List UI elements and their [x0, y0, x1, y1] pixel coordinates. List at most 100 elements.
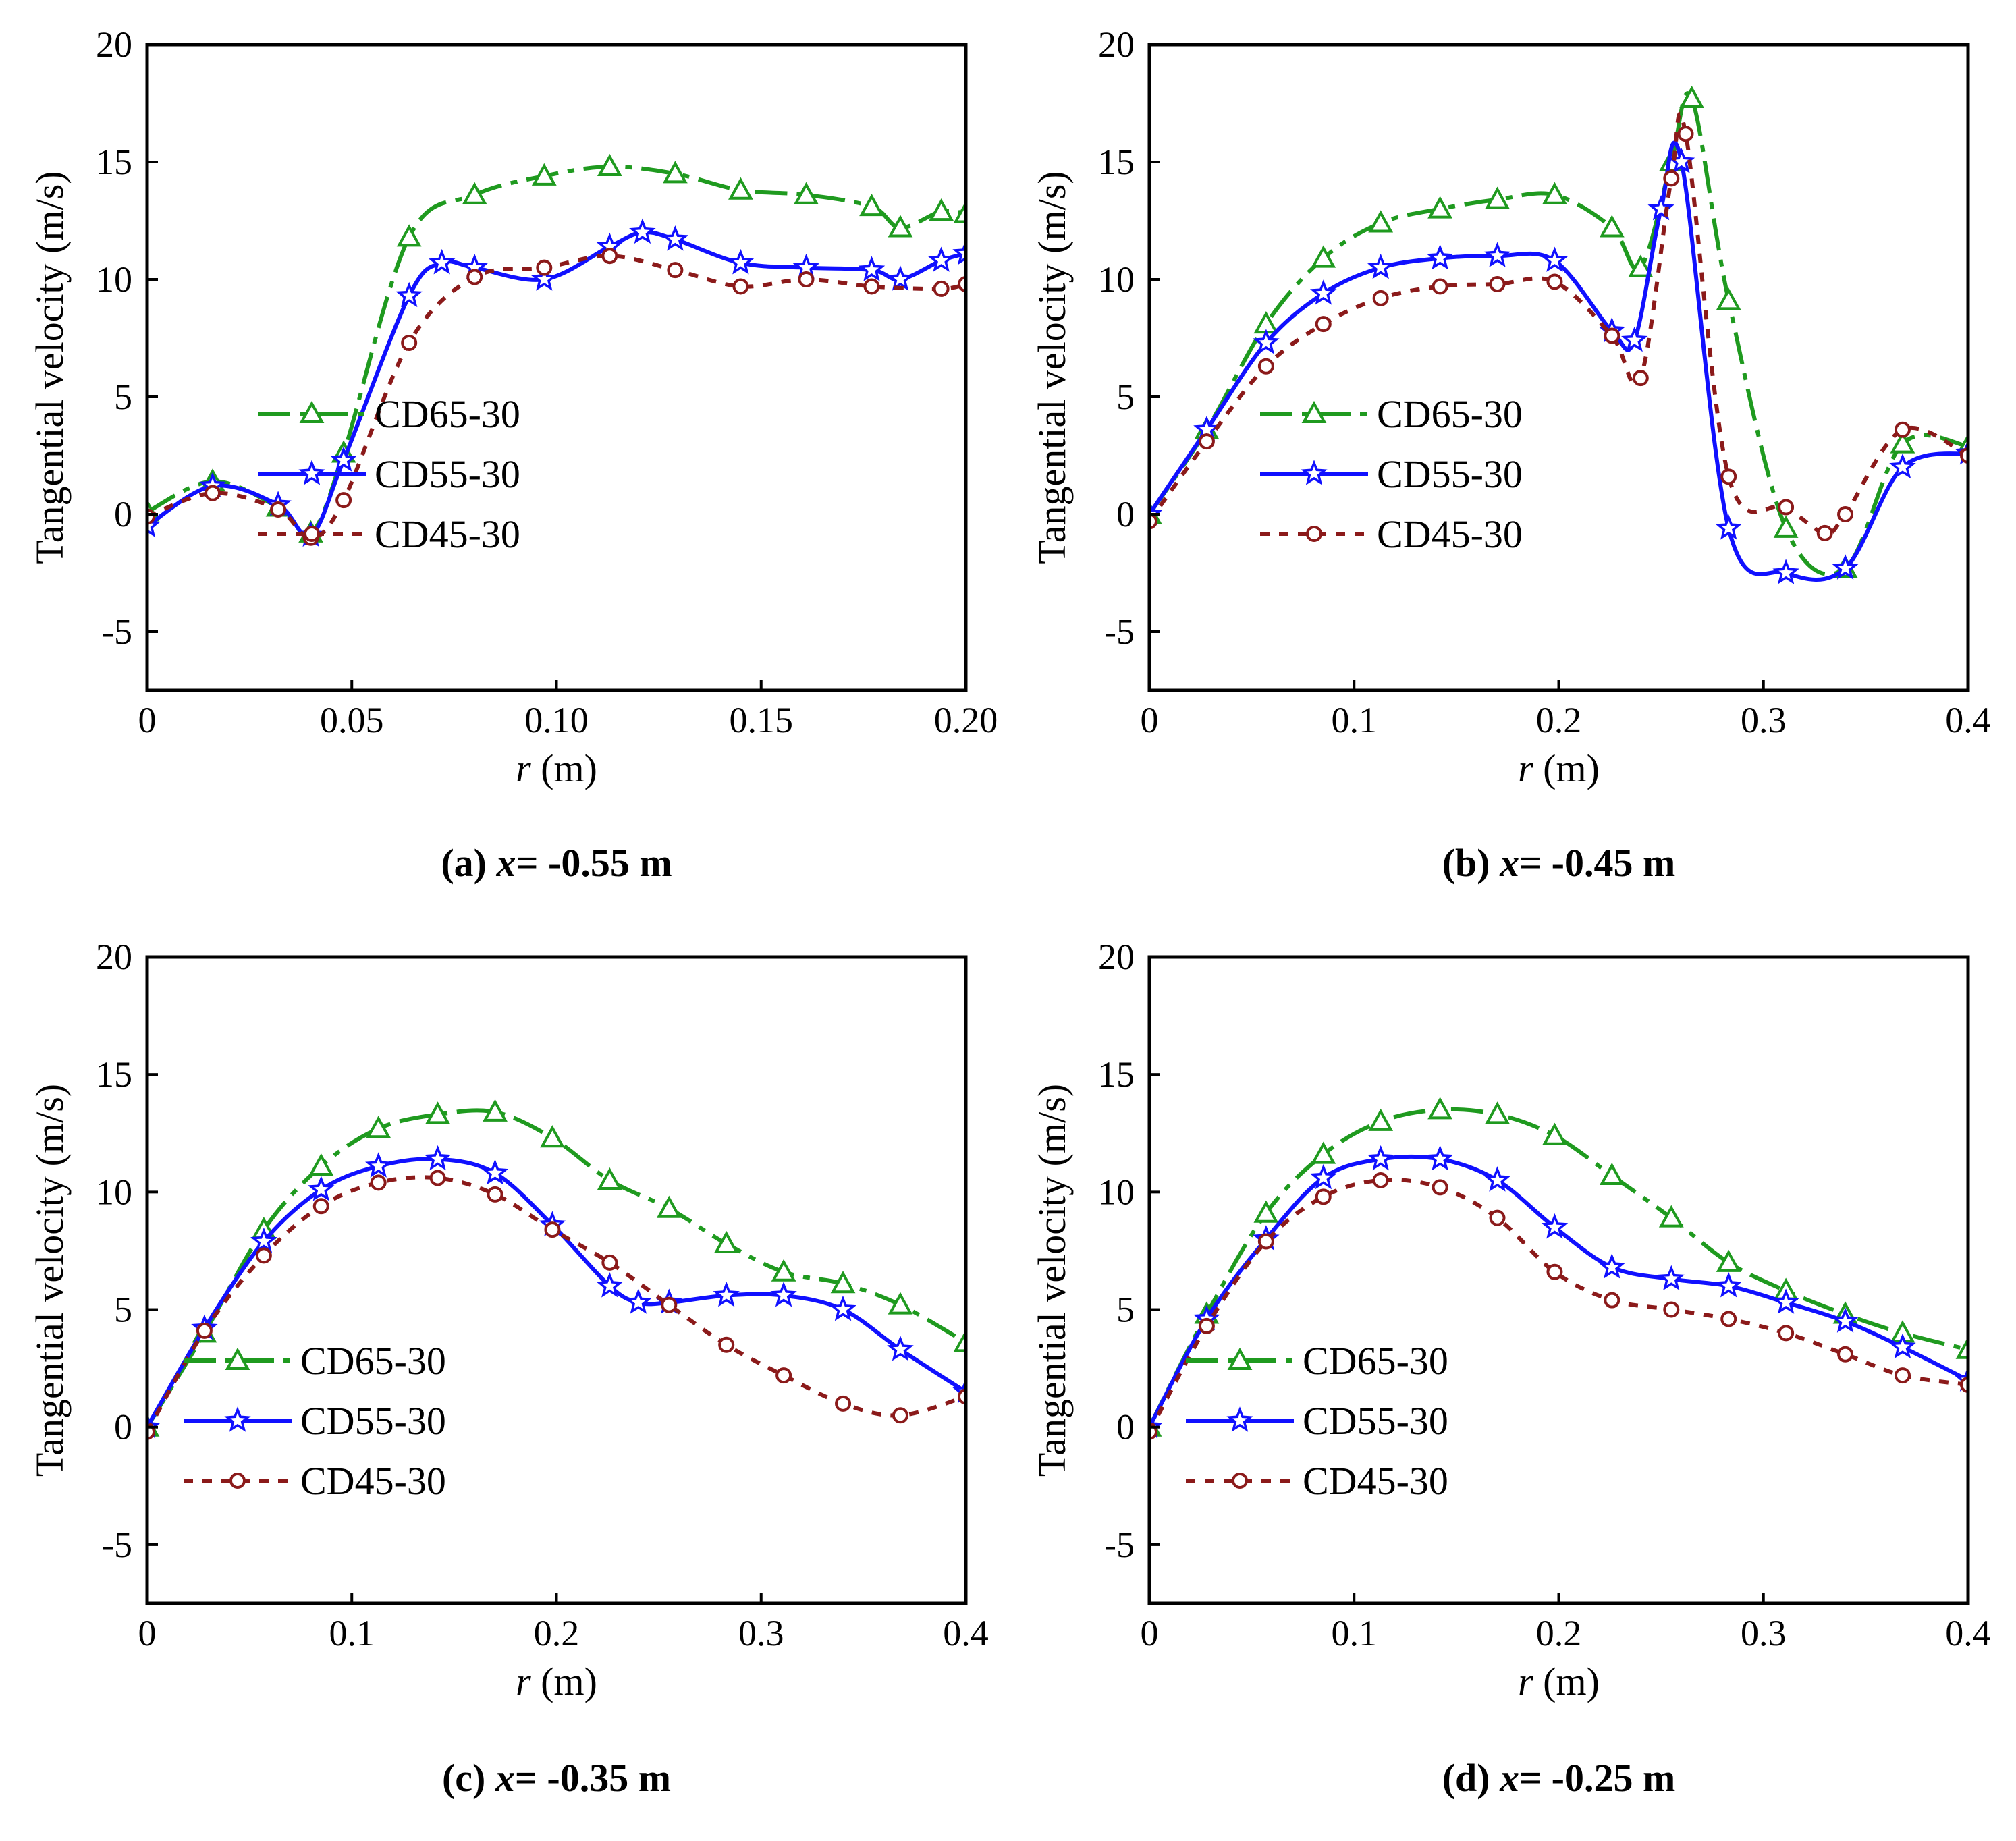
data-point-cd55-30: [250, 1227, 277, 1253]
y-tick-label: -5: [1104, 1524, 1135, 1565]
legend-label-cd65-30: CD65-30: [1303, 1339, 1448, 1383]
data-point-cd65-30: [1628, 254, 1654, 277]
data-point-cd45-30: [1778, 1325, 1795, 1342]
series-line-cd55-30: [147, 230, 966, 539]
data-point-cd55-30: [887, 265, 914, 291]
data-point-cd65-30: [1773, 515, 1799, 538]
data-point-cd45-30: [1837, 506, 1854, 522]
data-point-cd45-30: [1778, 499, 1795, 516]
data-point-cd65-30: [888, 1292, 913, 1315]
data-point-cd65-30: [1542, 1122, 1567, 1145]
x-axis-label: r (m): [1518, 1659, 1600, 1703]
y-tick-label: 15: [96, 142, 132, 182]
data-point-cd45-30: [1546, 273, 1563, 290]
legend-marker-cd45-30: [1232, 1473, 1248, 1489]
plot-frame: [145, 43, 968, 692]
y-tick-label: 15: [1098, 142, 1135, 182]
data-point-cd45-30: [775, 1367, 792, 1384]
x-axis-label: r (m): [1518, 746, 1600, 790]
data-point-cd45-30: [1372, 1172, 1389, 1188]
data-point-cd45-30: [1604, 327, 1620, 344]
data-point-cd55-30: [1309, 1163, 1337, 1190]
data-point-cd55-30: [629, 218, 656, 244]
data-point-cd45-30: [1489, 275, 1506, 292]
data-point-cd55-30: [1309, 279, 1337, 305]
series-line-cd45-30: [147, 254, 966, 540]
legend-marker-cd55-30: [1301, 460, 1328, 485]
data-point-cd65-30: [366, 1116, 391, 1138]
x-tick-label: 0: [138, 700, 157, 740]
y-tick-label: 15: [96, 1054, 132, 1095]
data-point-cd45-30: [661, 1296, 678, 1313]
data-point-cd55-30: [424, 1145, 452, 1171]
y-tick-label: 5: [1116, 377, 1135, 417]
plot-area: [1149, 1097, 1968, 1440]
data-point-cd55-30: [1772, 1288, 1799, 1314]
data-point-cd65-30: [1955, 1336, 1968, 1359]
x-tick-label: 0.3: [738, 1613, 784, 1653]
y-tick-label: 20: [96, 24, 132, 65]
data-point-cd65-30: [1716, 287, 1741, 310]
data-point-cd65-30: [1368, 1108, 1394, 1131]
data-point-cd45-30: [1604, 1292, 1620, 1309]
data-point-cd65-30: [859, 194, 884, 217]
data-point-cd45-30: [312, 1198, 329, 1215]
legend-marker-cd65-30: [1301, 400, 1327, 423]
data-point-cd65-30: [396, 224, 422, 247]
data-point-cd55-30: [1658, 1265, 1685, 1291]
data-point-cd45-30: [1372, 290, 1389, 306]
data-point-cd55-30: [1772, 559, 1799, 584]
data-point-cd55-30: [1832, 554, 1859, 580]
data-point-cd45-30: [487, 1186, 503, 1203]
data-point-cd55-30: [147, 512, 161, 538]
data-point-cd45-30: [1720, 468, 1737, 485]
data-point-cd55-30: [1541, 1213, 1569, 1239]
data-point-cd45-30: [798, 271, 815, 287]
data-point-cd55-30: [330, 446, 357, 472]
data-point-cd55-30: [1426, 244, 1454, 270]
data-point-cd55-30: [1253, 329, 1280, 354]
legend-label-cd55-30: CD55-30: [300, 1399, 446, 1443]
data-point-cd55-30: [1483, 242, 1511, 267]
y-tick-label: 20: [1098, 24, 1135, 65]
data-point-cd65-30: [662, 161, 688, 184]
x-tick-label: 0.3: [1741, 1613, 1787, 1653]
legend: CD65-30 CD55-30 CD45-30: [184, 1339, 446, 1503]
data-point-cd45-30: [732, 278, 749, 295]
data-point-cd45-30: [1257, 358, 1274, 375]
data-point-cd45-30: [1894, 1367, 1911, 1384]
data-point-cd55-30: [927, 246, 955, 272]
data-point-cd55-30: [1647, 194, 1674, 221]
y-tick-label: -5: [102, 611, 132, 652]
data-point-cd55-30: [1715, 1271, 1742, 1298]
data-point-cd55-30: [1541, 246, 1569, 272]
data-point-cd65-30: [1253, 1200, 1279, 1223]
x-tick-label: 0.20: [934, 700, 998, 740]
data-point-cd65-30: [1427, 1097, 1453, 1120]
data-point-cd65-30: [1542, 182, 1567, 204]
x-tick-label: 0.05: [320, 700, 384, 740]
data-point-cd65-30: [728, 177, 753, 200]
data-point-cd55-30: [661, 225, 689, 251]
data-point-cd45-30: [933, 280, 950, 297]
panel-d: 0 0.1 0.2 0.3 0.4 -5 0 5 10 15 20 r (m) Tangential v…: [1030, 937, 1991, 1800]
data-point-cd45-30: [1432, 1179, 1448, 1196]
data-point-cd45-30: [429, 1170, 446, 1186]
data-point-cd55-30: [952, 239, 966, 265]
y-tick-label: 0: [114, 494, 132, 534]
data-point-cd45-30: [1663, 1301, 1680, 1318]
y-tick-label: 10: [1098, 259, 1135, 300]
x-tick-label: 0: [1141, 1613, 1159, 1653]
data-point-cd65-30: [1311, 1141, 1336, 1164]
data-point-cd55-30: [481, 1159, 509, 1185]
data-point-cd55-30: [1889, 1333, 1916, 1359]
data-point-cd65-30: [1599, 1162, 1625, 1185]
data-point-cd45-30: [255, 1247, 272, 1264]
data-point-cd65-30: [597, 153, 622, 176]
x-tick-label: 0.1: [1332, 1613, 1378, 1653]
data-point-cd45-30: [601, 1254, 618, 1271]
data-point-cd65-30: [1427, 196, 1453, 219]
panel-b: 0 0.1 0.2 0.3 0.4 -5 0 5 10 15 20 r (m) Tangential v…: [1030, 24, 1991, 885]
x-tick-label: 0.2: [1536, 700, 1582, 740]
data-point-cd55-30: [625, 1288, 652, 1314]
